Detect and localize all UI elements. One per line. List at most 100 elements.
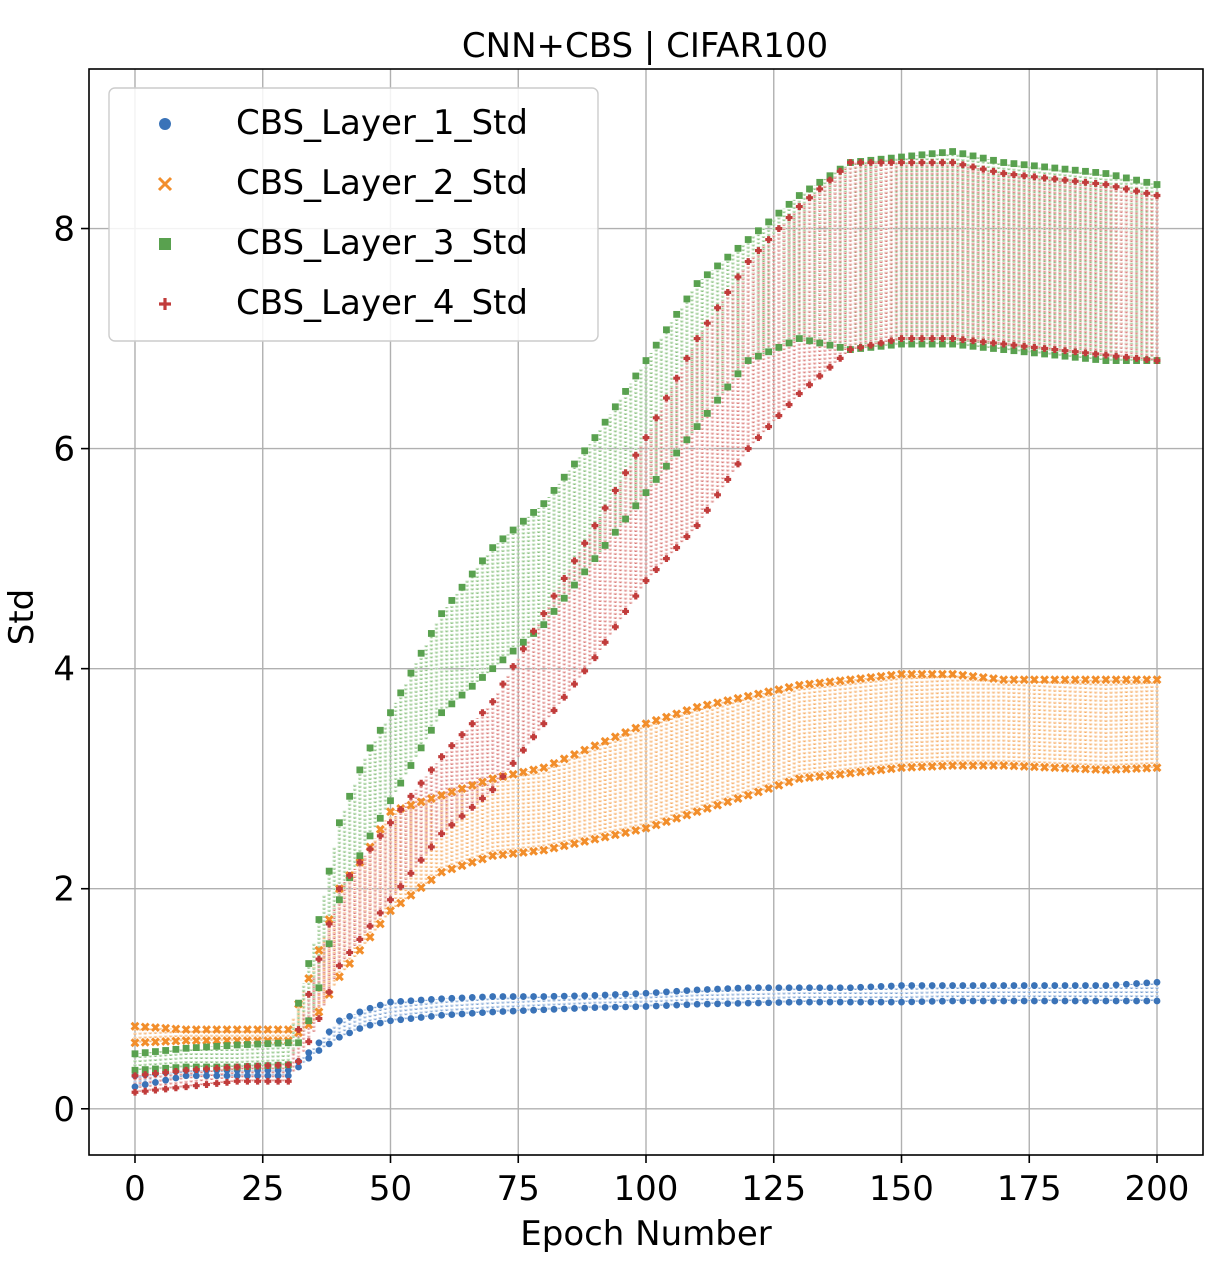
series-4-point xyxy=(540,610,548,618)
series-2-point xyxy=(805,679,814,689)
series-3-point xyxy=(693,280,701,287)
series-3-point xyxy=(571,581,578,589)
series-3-point xyxy=(519,638,527,646)
series-3-point xyxy=(703,271,711,279)
series-4-point xyxy=(816,372,824,380)
series-3-point xyxy=(611,403,619,411)
series-2-point xyxy=(488,851,498,861)
series-4-point xyxy=(908,335,916,342)
series-3-point xyxy=(366,744,374,752)
series-2-point xyxy=(1040,762,1050,772)
series-4-point xyxy=(499,773,507,780)
series-4-point xyxy=(458,731,466,739)
series-3-point xyxy=(1051,164,1059,172)
series-1-point xyxy=(407,1015,415,1022)
series-2-point xyxy=(764,784,774,794)
series-1-point xyxy=(755,984,762,992)
series-2-points xyxy=(130,669,1162,1048)
series-1-point xyxy=(295,1063,302,1071)
series-2-point xyxy=(723,696,733,706)
series-3-point xyxy=(1092,356,1100,363)
series-3-point xyxy=(1000,159,1008,166)
series-3-point xyxy=(376,814,384,822)
series-1-point xyxy=(1061,982,1069,989)
series-4-point xyxy=(1020,172,1028,180)
series-4-point xyxy=(693,522,701,530)
series-1-points xyxy=(131,978,1161,1091)
series-1-point xyxy=(938,997,946,1005)
y-axis-label: Std xyxy=(2,589,42,646)
series-4-point xyxy=(264,1062,272,1070)
series-4-point xyxy=(315,955,323,963)
series-3-point xyxy=(192,1044,200,1052)
series-1-point xyxy=(427,996,435,1003)
series-1-point xyxy=(714,985,721,993)
series-3-point xyxy=(908,152,916,160)
series-1-point xyxy=(1071,997,1079,1005)
series-1-point xyxy=(223,1072,231,1080)
series-4-point xyxy=(898,159,905,166)
series-4-point xyxy=(1153,357,1161,364)
series-2-point xyxy=(897,669,906,679)
series-2-point xyxy=(447,864,457,874)
series-4-point xyxy=(254,1077,262,1085)
series-4-point xyxy=(990,339,997,347)
series-1-point xyxy=(826,984,834,992)
series-2-point xyxy=(1070,675,1080,685)
series-4-point xyxy=(1153,192,1161,199)
series-2-point xyxy=(610,732,620,742)
series-3-point xyxy=(540,621,548,629)
series-3-point xyxy=(346,792,354,800)
series-4-point xyxy=(601,504,609,512)
series-4-point xyxy=(1071,348,1079,356)
series-3-point xyxy=(622,515,629,523)
series-1-point xyxy=(1092,997,1100,1005)
series-3-point xyxy=(407,669,415,677)
series-2-point xyxy=(856,767,866,777)
series-2-point xyxy=(1050,763,1060,773)
series-3-point xyxy=(438,610,445,618)
series-1-point xyxy=(622,1003,629,1011)
series-4-point xyxy=(1030,173,1038,181)
series-4-point xyxy=(673,544,681,552)
legend-item: CBS_Layer_2_Std xyxy=(157,163,528,203)
series-3-point xyxy=(519,517,527,525)
series-4-point xyxy=(540,720,548,728)
series-1-point xyxy=(693,986,701,994)
series-3-point xyxy=(928,340,936,348)
series-3-point xyxy=(203,1043,210,1051)
series-1-point xyxy=(867,983,875,991)
series-1-point xyxy=(141,1081,149,1088)
series-1-point xyxy=(213,1072,221,1080)
series-2-point xyxy=(897,763,906,773)
series-4-point xyxy=(203,1065,210,1073)
series-4-point xyxy=(427,766,435,774)
series-2-point xyxy=(1050,675,1060,685)
series-2-point xyxy=(631,825,641,835)
series-2-point xyxy=(713,800,723,810)
legend-label: CBS_Layer_2_Std xyxy=(236,163,528,203)
series-1-point xyxy=(540,993,548,1000)
series-1-point xyxy=(703,986,711,993)
series-3-point xyxy=(816,178,824,186)
series-3-point xyxy=(397,689,405,697)
series-3-point xyxy=(683,295,691,303)
series-1-point xyxy=(836,984,844,992)
series-1-point xyxy=(1000,982,1008,989)
series-2-point xyxy=(1070,764,1080,774)
series-2-point xyxy=(253,1025,263,1035)
series-4-point xyxy=(182,1083,190,1091)
series-3-point xyxy=(417,744,425,752)
series-2-point xyxy=(815,678,825,688)
series-1-point xyxy=(417,1014,425,1021)
series-4-point xyxy=(785,401,793,408)
series-4-point xyxy=(356,858,364,866)
series-4-point xyxy=(857,343,865,351)
series-4-point xyxy=(816,185,824,193)
series-3-point xyxy=(468,570,476,578)
series-4-point xyxy=(581,539,589,547)
series-1-point xyxy=(244,1072,251,1080)
series-1-point xyxy=(806,984,813,992)
series-3-point xyxy=(1010,347,1018,355)
series-3-point xyxy=(264,1040,272,1048)
